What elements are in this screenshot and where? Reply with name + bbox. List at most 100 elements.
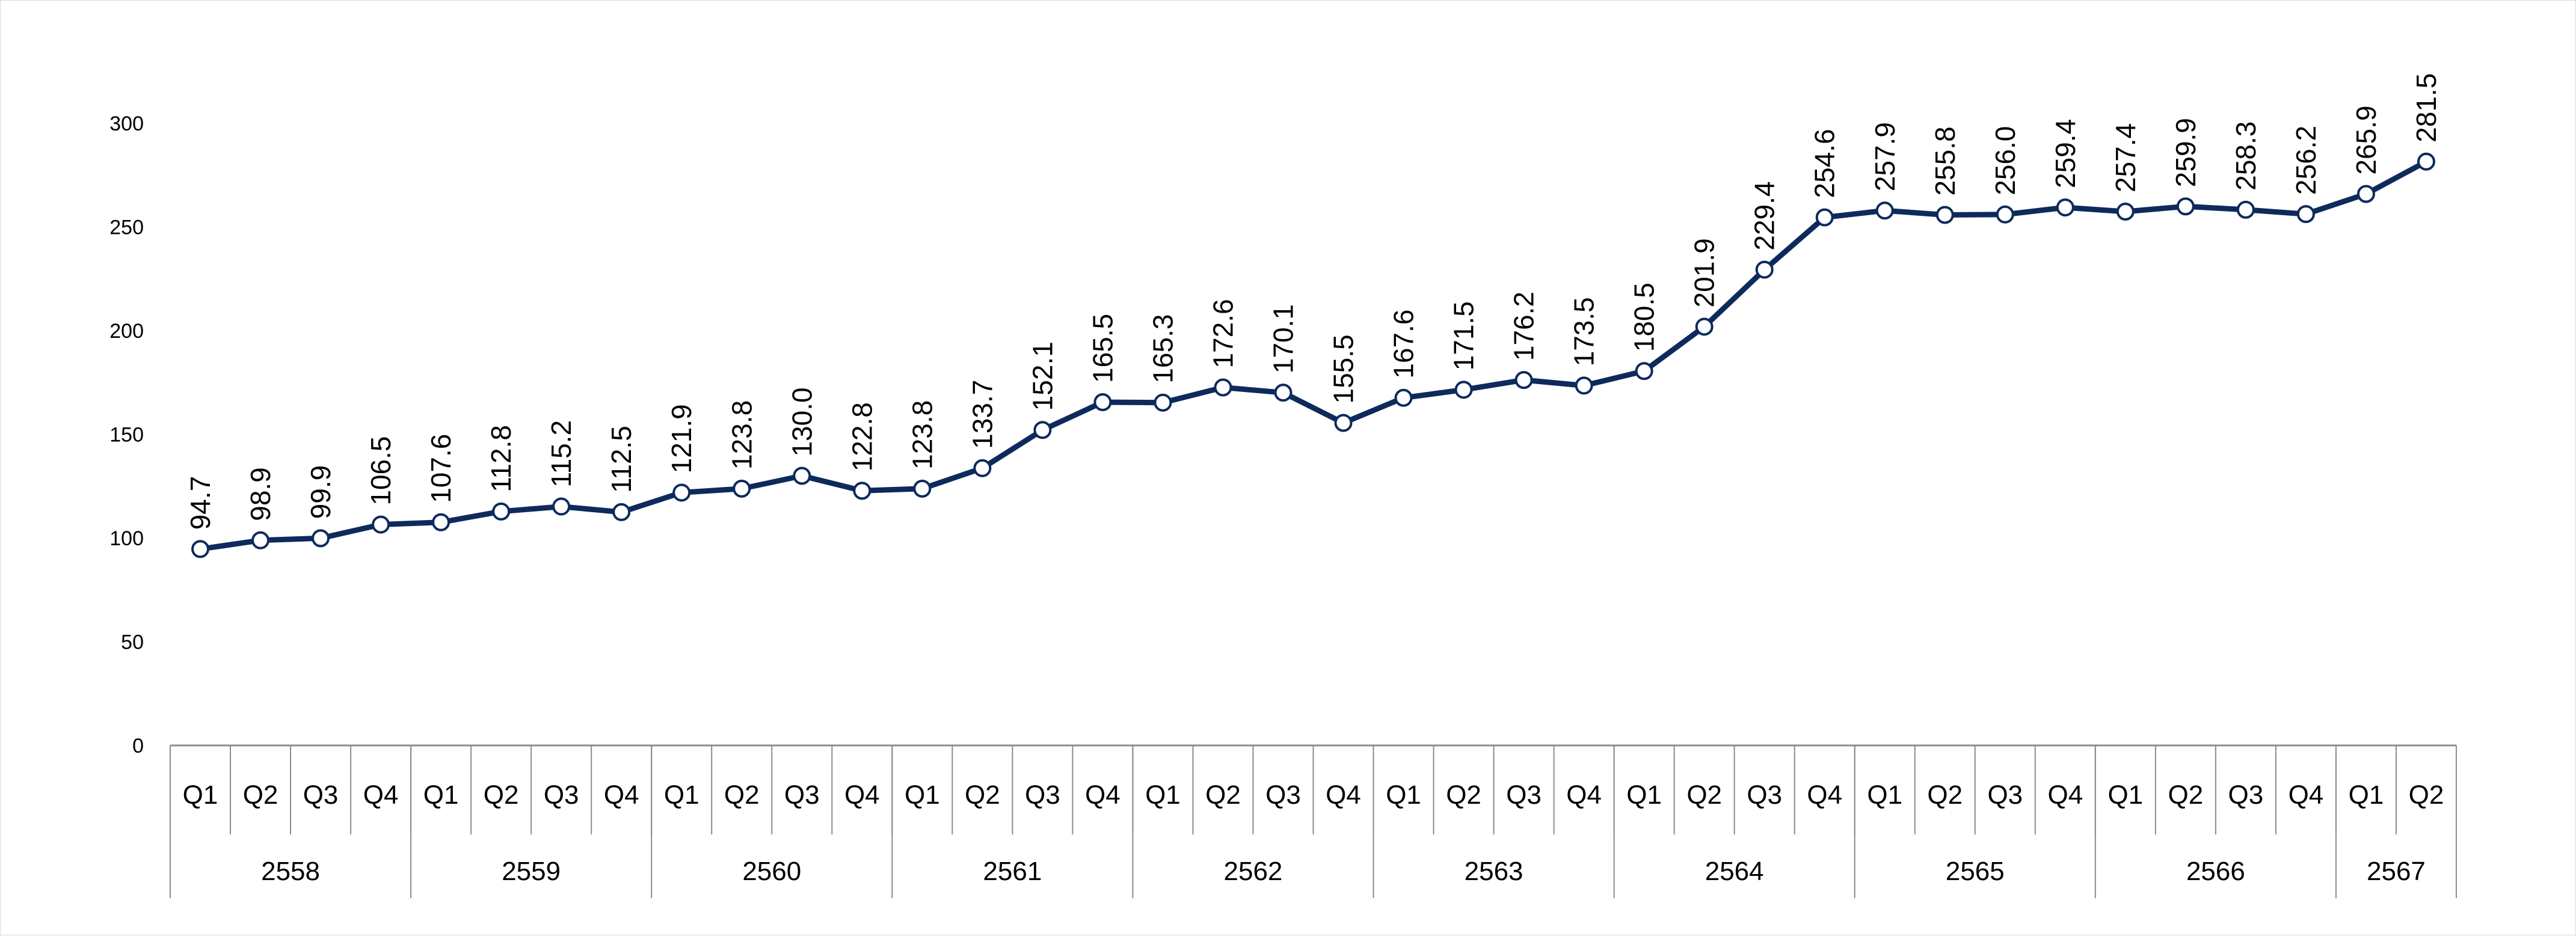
data-label: 123.8 [906,400,938,470]
quarter-label: Q2 [243,780,278,810]
quarter-label: Q1 [1386,780,1421,810]
data-point [612,503,631,521]
data-point [1575,376,1593,395]
quarter-label: Q1 [1626,780,1662,810]
quarter-label: Q3 [2228,780,2264,810]
data-point [1514,371,1533,390]
y-tick-label: 100 [109,527,144,550]
data-point [733,479,751,498]
data-label: 165.3 [1147,314,1178,384]
series-line [197,159,2429,552]
data-label: 155.5 [1328,334,1359,403]
data-label: 254.6 [1809,129,1840,198]
data-point [1334,414,1353,432]
data-point [2356,185,2375,203]
quarter-label: Q1 [423,780,459,810]
year-label: 2566 [2186,857,2245,886]
data-label: 112.8 [485,425,517,492]
y-tick-label: 200 [109,320,144,343]
data-label: 281.5 [2411,73,2442,142]
quarter-label: Q3 [1747,780,1782,810]
data-label: 106.5 [365,436,396,505]
data-point [1093,393,1112,412]
year-label: 2560 [742,857,801,886]
quarter-label: Q3 [1987,780,2023,810]
data-label: 121.9 [666,404,697,473]
data-point [672,483,691,502]
data-label: 201.9 [1689,238,1720,307]
data-point [1755,260,1774,279]
quarter-label: Q2 [965,780,1000,810]
data-label: 99.9 [305,465,336,519]
quarter-label: Q1 [1867,780,1902,810]
quarter-label: Q3 [1025,780,1060,810]
data-label: 170.1 [1267,304,1299,373]
quarter-label: Q2 [724,780,760,810]
year-label: 2562 [1224,857,1283,886]
data-point [1996,205,2014,224]
y-tick-label: 50 [121,631,144,654]
data-label: 176.2 [1508,292,1540,361]
data-point [191,540,210,558]
quarter-label: Q4 [1326,780,1361,810]
data-label: 257.4 [2110,123,2141,192]
data-point [913,479,932,498]
data-label: 130.0 [786,387,817,456]
data-point [853,482,871,500]
data-point [1214,378,1232,397]
data-point [793,466,811,485]
year-label: 2563 [1465,857,1523,886]
quarter-label: Q2 [2409,780,2444,810]
data-point [552,497,571,516]
data-point [2176,197,2195,216]
data-label: 133.7 [967,380,998,449]
year-label: 2565 [1946,857,2005,886]
data-label: 259.9 [2170,118,2201,187]
data-point [1815,208,1834,227]
quarter-label: Q2 [2168,780,2204,810]
quarter-label: Q2 [1927,780,1963,810]
data-label: 107.6 [425,434,456,503]
data-point [312,529,330,548]
data-point [1154,393,1172,412]
data-label: 255.8 [1929,126,1961,195]
data-label: 165.5 [1087,314,1118,383]
data-point [2236,200,2255,219]
data-label: 122.8 [846,402,878,471]
y-tick-label: 250 [109,216,144,239]
quarter-label: Q3 [1265,780,1301,810]
data-label: 257.9 [1869,122,1901,191]
data-point [1635,362,1653,381]
quarter-label: Q3 [303,780,339,810]
data-label: 265.9 [2350,106,2382,175]
axis-layer [170,744,2457,898]
quarter-label: Q4 [604,780,639,810]
data-label: 167.6 [1388,310,1419,379]
series-line-layer [197,159,2429,552]
data-point [1033,421,1052,439]
data-label: 229.4 [1749,181,1780,250]
data-label: 259.4 [2050,119,2081,188]
quarter-label: Q4 [2289,780,2324,810]
data-label: 94.7 [185,476,216,530]
data-point [2296,205,2315,224]
quarter-label: Q1 [183,780,218,810]
data-point [1935,206,1954,224]
quarter-label: Q4 [2047,780,2083,810]
data-point [1274,384,1293,402]
data-label: 180.5 [1629,283,1660,352]
quarter-label: Q3 [544,780,579,810]
data-point [251,531,270,549]
year-label: 2567 [2367,857,2426,886]
data-labels: 94.7 98.9 99.9 106.5 107.6 112.8 115.2 112.5 121… [185,73,2442,530]
data-label: 98.9 [245,467,276,521]
year-label: 2561 [983,857,1042,886]
data-point [1695,317,1714,336]
data-label: 256.2 [2290,126,2322,195]
data-point [432,513,450,531]
quarter-label: Q2 [484,780,519,810]
data-point [372,515,390,534]
data-point-markers [191,152,2435,558]
